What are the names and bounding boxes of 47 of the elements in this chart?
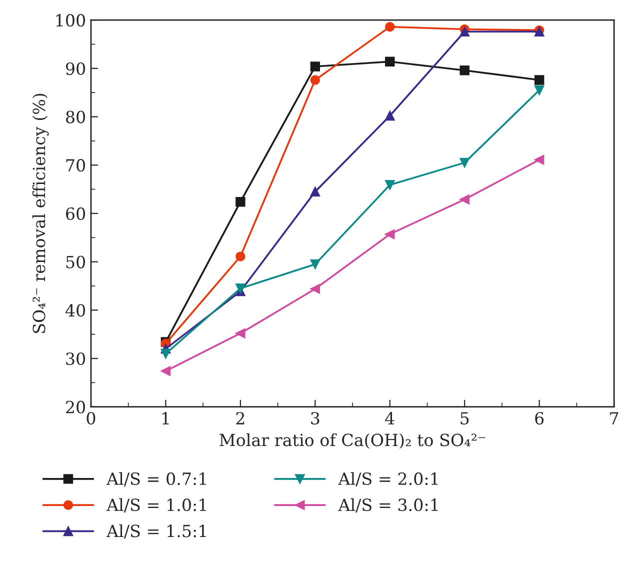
- x-tick-label: 4: [385, 412, 394, 424]
- y-tick-label: 50: [66, 256, 86, 268]
- point: [534, 85, 544, 96]
- x-tick-label: 7: [610, 412, 618, 424]
- y-tick-label: 20: [66, 400, 86, 414]
- x-axis-title: Molar ratio of Ca(OH)₂ to SO₄²⁻: [220, 433, 486, 449]
- point: [385, 229, 395, 240]
- x-tick-label: 5: [460, 412, 469, 425]
- y-tick-label: 30: [66, 352, 86, 366]
- point: [385, 56, 395, 66]
- point: [385, 22, 395, 32]
- x-tick-label: 0: [86, 412, 96, 425]
- point: [460, 158, 470, 168]
- point: [310, 75, 320, 85]
- point: [385, 110, 395, 121]
- x-tick-label: 6: [535, 412, 544, 425]
- x-tick-label: 2: [236, 412, 244, 424]
- y-tick-label: 60: [66, 207, 86, 220]
- point: [236, 284, 246, 294]
- point: [160, 366, 171, 376]
- point: [310, 259, 320, 270]
- legend-label: Al/S = 1.5:1: [106, 524, 206, 539]
- legend-label: Al/S = 1.0:1: [106, 498, 206, 512]
- legend-label: Al/S = 2.0:1: [338, 472, 438, 486]
- y-tick-label: 100: [56, 14, 86, 27]
- legend-label: Al/S = 3.0:1: [338, 498, 438, 512]
- point: [385, 180, 395, 190]
- point: [310, 284, 320, 294]
- point: [460, 26, 470, 37]
- point: [460, 194, 470, 204]
- y-axis-title: SO₄²⁻ removal efficiency (%): [32, 94, 49, 333]
- y-tick-label: 40: [65, 304, 86, 317]
- point: [160, 348, 171, 359]
- y-tick-label: 90: [66, 62, 86, 75]
- point: [310, 62, 320, 72]
- y-tick-label: 80: [66, 110, 86, 124]
- point: [236, 196, 246, 207]
- y-tick-label: 70: [66, 159, 86, 172]
- point: [310, 186, 320, 197]
- x-tick-label: 1: [162, 412, 169, 424]
- x-tick-label: 3: [311, 412, 320, 425]
- point: [236, 328, 246, 338]
- point: [236, 252, 246, 262]
- point: [534, 154, 544, 165]
- point: [460, 65, 470, 76]
- legend-label: Al/S = 0.7:1: [106, 472, 206, 486]
- point: [534, 75, 544, 85]
